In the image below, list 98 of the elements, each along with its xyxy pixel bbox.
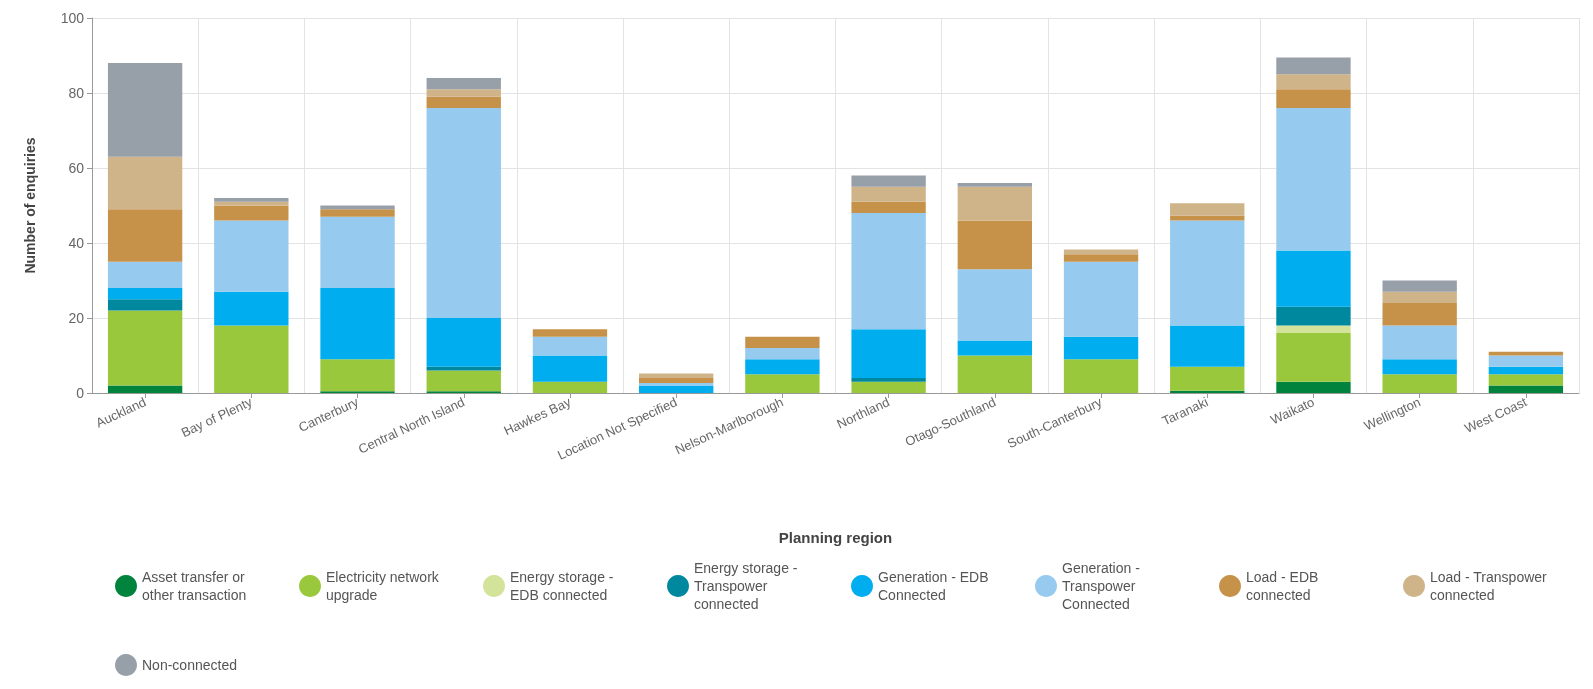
legend-label: Electricity network upgrade bbox=[326, 569, 443, 603]
bar bbox=[1276, 333, 1351, 382]
legend-label: Energy storage - Transpower connected bbox=[694, 560, 802, 612]
bar bbox=[1488, 366, 1564, 375]
bar bbox=[1063, 359, 1139, 393]
bar bbox=[1488, 374, 1564, 386]
bar bbox=[1276, 306, 1351, 326]
legend-label: Non-connected bbox=[142, 657, 237, 673]
bar bbox=[1382, 280, 1457, 292]
bar bbox=[745, 359, 820, 375]
bar bbox=[1276, 89, 1351, 108]
bar bbox=[426, 370, 501, 392]
bar bbox=[532, 329, 608, 337]
legend-label: Load - EDB connected bbox=[1246, 569, 1323, 603]
bar bbox=[1382, 291, 1457, 303]
bar bbox=[426, 89, 501, 97]
bar bbox=[1488, 385, 1564, 393]
bar bbox=[214, 198, 289, 202]
bar bbox=[851, 175, 926, 187]
bar bbox=[851, 213, 926, 330]
bar bbox=[532, 381, 608, 393]
x-axis-title: Planning region bbox=[778, 529, 893, 546]
bar bbox=[1063, 254, 1139, 262]
bar bbox=[1170, 203, 1245, 216]
legend-label: Generation - EDB Connected bbox=[878, 569, 993, 603]
bar bbox=[1063, 261, 1139, 337]
bar bbox=[107, 63, 183, 157]
bar bbox=[639, 385, 714, 393]
y-axis-title: Number of enquiries bbox=[22, 137, 38, 274]
bar bbox=[957, 220, 1032, 270]
bar bbox=[1276, 325, 1351, 333]
bar bbox=[1063, 249, 1139, 255]
bar bbox=[1063, 336, 1139, 360]
bar bbox=[1170, 366, 1245, 391]
x-tick-label: West Coast bbox=[1462, 394, 1530, 437]
bar bbox=[957, 269, 1032, 341]
bar bbox=[851, 201, 926, 213]
bar bbox=[851, 378, 926, 382]
bar bbox=[1276, 74, 1351, 90]
y-tick-label: 80 bbox=[68, 85, 85, 101]
bar bbox=[1276, 57, 1351, 75]
bar bbox=[851, 329, 926, 378]
bar bbox=[1382, 374, 1457, 393]
bar bbox=[1382, 325, 1457, 360]
bar bbox=[426, 108, 501, 318]
bar bbox=[1276, 250, 1351, 307]
bar bbox=[107, 156, 183, 210]
bar bbox=[851, 381, 926, 393]
bar bbox=[107, 299, 183, 311]
bar bbox=[532, 336, 608, 356]
bar bbox=[1276, 108, 1351, 251]
bar bbox=[745, 348, 820, 360]
bar bbox=[214, 201, 289, 206]
bar bbox=[320, 216, 395, 288]
bar bbox=[957, 183, 1032, 187]
bar bbox=[1488, 355, 1564, 367]
bar bbox=[107, 385, 183, 393]
bar bbox=[426, 96, 501, 108]
bar bbox=[320, 359, 395, 392]
bar bbox=[957, 340, 1032, 356]
y-tick-label: 60 bbox=[68, 160, 85, 176]
bar bbox=[214, 220, 289, 292]
bar bbox=[745, 374, 820, 393]
bar bbox=[107, 310, 183, 386]
bar bbox=[851, 186, 926, 202]
bar bbox=[745, 336, 820, 348]
legend-label: Asset transfer or other transaction bbox=[142, 569, 249, 603]
bar bbox=[107, 288, 183, 300]
bar bbox=[426, 78, 501, 90]
bar bbox=[214, 205, 289, 221]
bar bbox=[426, 366, 501, 371]
bar bbox=[532, 355, 608, 382]
y-tick-label: 100 bbox=[60, 10, 85, 26]
bar bbox=[214, 291, 289, 326]
bar bbox=[639, 382, 714, 386]
bar bbox=[957, 186, 1032, 221]
bar bbox=[1170, 220, 1245, 326]
bar bbox=[1276, 381, 1351, 393]
x-tick-label: Bay of Plenty bbox=[178, 393, 255, 441]
bar bbox=[426, 318, 501, 367]
bar bbox=[957, 355, 1032, 393]
legend-label: Load - Transpower connected bbox=[1430, 569, 1551, 603]
bar bbox=[1488, 351, 1564, 356]
legend-label: Generation - Transpower Connected bbox=[1062, 560, 1144, 612]
bar bbox=[1382, 303, 1457, 326]
legend-label: Energy storage - EDB connected bbox=[510, 569, 618, 603]
bar bbox=[320, 288, 395, 360]
bar bbox=[1170, 215, 1245, 221]
y-tick-label: 0 bbox=[76, 385, 85, 401]
bar bbox=[1382, 359, 1457, 375]
bar bbox=[107, 209, 183, 262]
bar bbox=[107, 261, 183, 288]
bar bbox=[320, 209, 395, 217]
y-tick-label: 20 bbox=[68, 310, 85, 326]
bar bbox=[1170, 325, 1245, 367]
bar bbox=[639, 378, 714, 383]
y-tick-label: 40 bbox=[68, 235, 85, 251]
bar bbox=[214, 325, 289, 393]
